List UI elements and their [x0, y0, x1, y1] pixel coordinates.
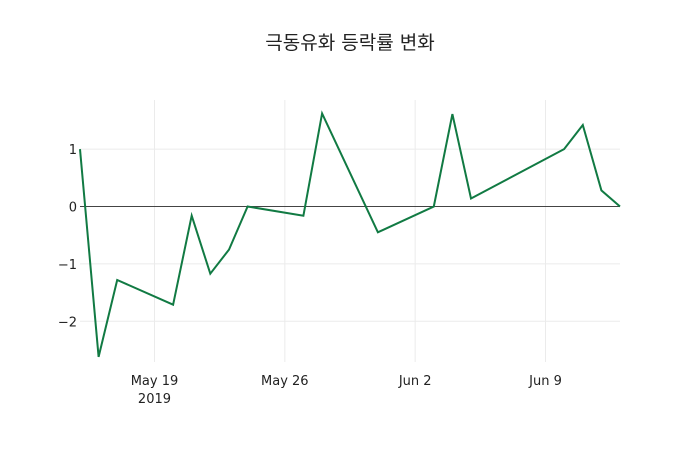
series-line[interactable] [79, 110, 621, 358]
chart-title: 극동유화 등락률 변화 [265, 32, 435, 54]
x-tick-label: May 19 [131, 374, 179, 389]
gridlines [80, 100, 620, 362]
x-tick-year-label: 2019 [138, 392, 171, 407]
x-tick-label: Jun 2 [398, 374, 432, 389]
y-tick-label: 0 [69, 201, 77, 216]
x-tick-label: May 26 [261, 374, 309, 389]
x-axis-ticks: May 19 2019 May 26 Jun 2 Jun 9 [131, 374, 562, 407]
y-tick-label: 1 [69, 143, 77, 158]
y-axis-ticks: 1 0 −1 −2 [58, 143, 77, 330]
y-tick-label: −1 [58, 258, 77, 273]
x-tick-label: Jun 9 [528, 374, 562, 389]
y-tick-label: −2 [58, 315, 77, 330]
